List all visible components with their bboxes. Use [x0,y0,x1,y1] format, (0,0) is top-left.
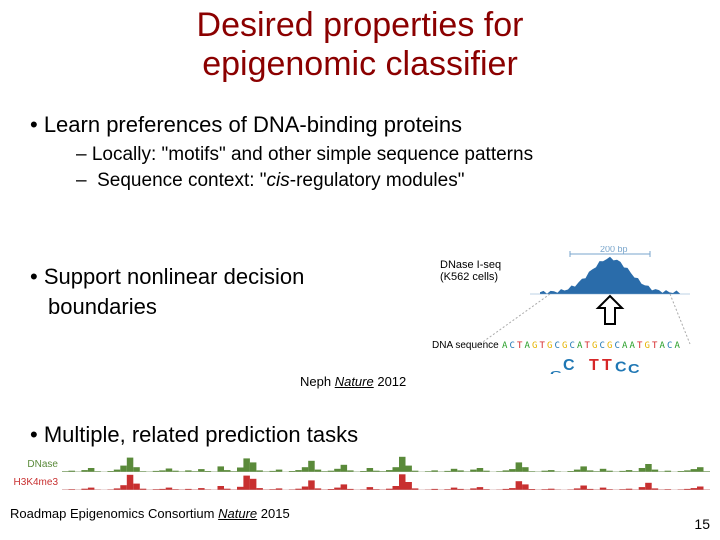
svg-text:T: T [637,341,643,351]
dnase-track-label: DNase I-seq [440,259,501,271]
svg-text:C: C [628,362,640,374]
svg-text:C: C [570,341,575,351]
svg-text:G: G [547,341,552,351]
genome-tracks: DNase H3K4me3 [10,456,710,492]
svg-text:T: T [540,341,546,351]
track-label-h3k4me3: H3K4me3 [10,477,62,488]
svg-text:C: C [667,341,672,351]
svg-text:G: G [592,341,597,351]
svg-text:A: A [502,341,508,351]
svg-text:G: G [532,341,537,351]
bullet-1-sub-1: – Locally: "motifs" and other simple seq… [76,144,690,166]
svg-text:G: G [645,341,650,351]
svg-text:C: C [563,357,575,374]
track-h3k4me3: H3K4me3 [10,474,710,490]
svg-text:G: G [576,373,588,374]
slide-title: Desired properties for epigenomic classi… [0,0,720,84]
dnase-peak [540,257,680,294]
svg-text:C: C [555,341,560,351]
svg-text:G: G [562,341,567,351]
svg-text:A: A [622,341,628,351]
bullet-group-1: • Learn preferences of DNA-binding prote… [30,112,690,196]
track-dnase: DNase [10,456,710,472]
svg-text:A: A [577,341,583,351]
svg-text:A: A [525,341,531,351]
svg-text:C: C [615,341,620,351]
svg-text:C: C [615,359,627,374]
sequence-logo: CCGTTCCA [550,357,653,374]
svg-text:A: A [660,341,666,351]
track-label-dnase: DNase [10,459,62,470]
citation-neph: Neph Nature 2012 [300,374,406,389]
citation-roadmap: Roadmap Epigenomics Consortium Nature 20… [10,506,290,521]
dnase-figure: 200 bp DNase I-seq (K562 cells) DNA sequ… [430,246,700,374]
track-svg-dnase [62,456,710,472]
title-line1: Desired properties for [197,6,524,44]
scale-label: 200 bp [600,246,628,254]
svg-text:A: A [630,341,636,351]
svg-text:C: C [510,341,515,351]
svg-text:T: T [652,341,658,351]
bullet-3: • Multiple, related prediction tasks [30,422,358,448]
svg-text:T: T [602,357,612,374]
page-number: 15 [694,516,710,532]
dnase-svg: 200 bp DNase I-seq (K562 cells) DNA sequ… [430,246,700,374]
svg-text:A: A [675,341,681,351]
title-line2: epigenomic classifier [202,45,518,83]
svg-text:T: T [585,341,591,351]
dna-sequence-label: DNA sequence [432,340,499,351]
arrow-up-icon [598,296,622,324]
bullet-1-sub-2: – Sequence context: "cis-regulatory modu… [76,170,690,192]
svg-text:C: C [550,370,562,374]
svg-text:C: C [600,341,605,351]
dna-sequence: ACTAGTGCGCATGCGCAATGTACA [502,341,681,351]
svg-text:G: G [607,341,612,351]
dnase-track-sub: (K562 cells) [440,271,498,283]
bullet-1: • Learn preferences of DNA-binding prote… [30,112,690,138]
track-svg-h3k4me3 [62,474,710,490]
svg-text:A: A [641,373,653,374]
svg-text:T: T [589,357,599,374]
svg-text:T: T [517,341,523,351]
